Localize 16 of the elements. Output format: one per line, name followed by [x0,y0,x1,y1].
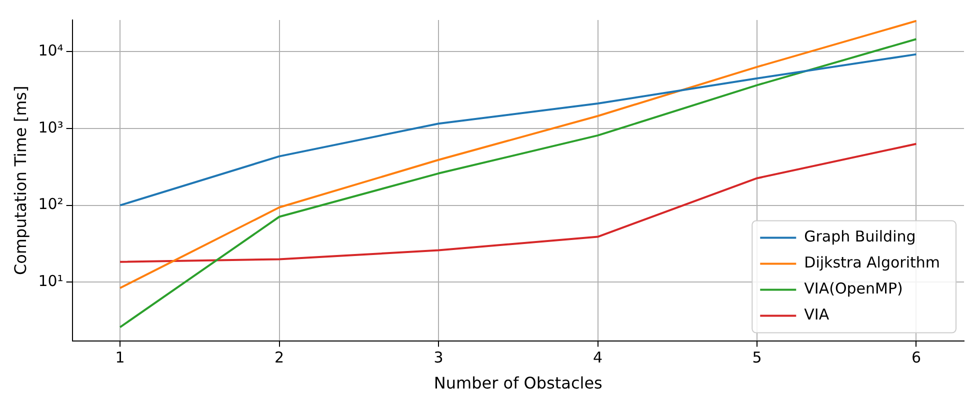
legend-label: Dijkstra Algorithm [804,254,940,272]
legend-label: Graph Building [804,228,916,246]
x-axis-title: Number of Obstacles [434,374,602,393]
y-tick-label: 10³ [38,118,64,136]
y-axis-title: Computation Time [ms] [10,86,30,276]
x-tick-label: 1 [115,348,125,367]
y-tick-label: 10¹ [38,272,64,290]
legend-label: VIA [804,306,830,324]
x-tick-label: 6 [911,348,922,367]
legend-label: VIA(OpenMP) [804,280,903,298]
x-tick-label: 3 [434,348,444,367]
x-tick-label: 4 [592,348,603,367]
x-tick-label: 5 [752,348,762,367]
y-tick-label: 10² [38,195,64,214]
y-tick-label: 10⁴ [38,41,64,60]
x-tick-label: 2 [274,348,284,367]
